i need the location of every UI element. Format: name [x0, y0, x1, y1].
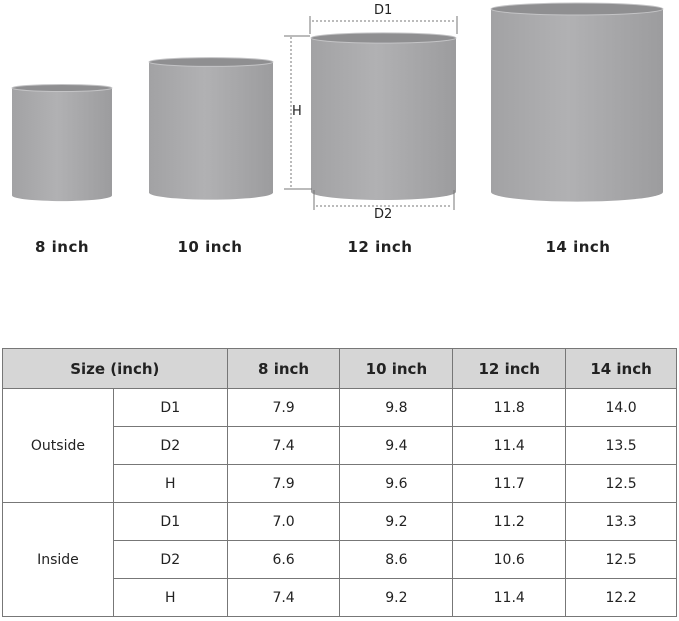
value-cell: 7.4 — [226, 578, 341, 617]
pot-illustrations — [11, 2, 664, 210]
value-cell: 7.4 — [226, 426, 341, 465]
d2-label: D2 — [374, 207, 393, 222]
pot-rim — [490, 2, 664, 16]
dimension-cell: H — [112, 464, 228, 503]
value-cell: 9.4 — [339, 426, 454, 465]
size-table: Size (inch) 8 inch 10 inch 12 inch 14 in… — [2, 348, 677, 617]
value-cell: 11.4 — [452, 426, 567, 465]
pot-body — [491, 9, 663, 202]
value-cell: 14.0 — [565, 388, 677, 427]
header-size: Size (inch) — [2, 348, 228, 389]
value-cell: 13.5 — [565, 426, 677, 465]
value-cell: 10.6 — [452, 540, 567, 579]
pot-rim — [148, 57, 274, 67]
value-cell: 12.5 — [565, 464, 677, 503]
group-label: Inside — [2, 502, 114, 617]
dimension-cell: D2 — [112, 426, 228, 465]
dimension-cell: D1 — [112, 388, 228, 427]
pot-label-14: 14 inch — [545, 238, 611, 256]
header-col: 14 inch — [565, 348, 677, 389]
pot-rim — [11, 84, 113, 92]
value-cell: 12.5 — [565, 540, 677, 579]
group-label: Outside — [2, 388, 114, 503]
value-cell: 7.0 — [226, 502, 341, 541]
pot-rim — [310, 32, 457, 44]
value-cell: 7.9 — [226, 388, 341, 427]
value-cell: 12.2 — [565, 578, 677, 617]
value-cell: 7.9 — [226, 464, 341, 503]
table-row: H 7.4 9.2 11.4 12.2 — [3, 578, 677, 617]
pot-body — [12, 88, 112, 202]
header-col: 12 inch — [452, 348, 567, 389]
pot-body — [311, 38, 456, 201]
pot-label-10: 10 inch — [177, 238, 243, 256]
value-cell: 11.2 — [452, 502, 567, 541]
h-label: H — [292, 104, 302, 119]
value-cell: 11.4 — [452, 578, 567, 617]
header-col: 10 inch — [339, 348, 454, 389]
value-cell: 9.2 — [339, 578, 454, 617]
table-row: Outside D1 7.9 9.8 11.8 14.0 — [2, 388, 677, 503]
value-cell: 11.7 — [452, 464, 567, 503]
header-col: 8 inch — [226, 348, 341, 389]
pot-body — [149, 62, 273, 200]
pot-label-12: 12 inch — [347, 238, 413, 256]
dimension-cell: D1 — [112, 502, 228, 541]
table-row: H 7.9 9.6 11.7 12.5 — [3, 464, 677, 503]
value-cell: 11.8 — [452, 388, 567, 427]
pot-label-8: 8 inch — [34, 238, 90, 256]
table-row: D2 6.6 8.6 10.6 12.5 — [3, 540, 677, 579]
dimension-cell: H — [112, 578, 228, 617]
dimension-lines — [290, 20, 455, 207]
value-cell: 13.3 — [565, 502, 677, 541]
dimension-cell: D2 — [112, 540, 228, 579]
value-cell: 6.6 — [226, 540, 341, 579]
value-cell: 9.6 — [339, 464, 454, 503]
value-cell: 9.8 — [339, 388, 454, 427]
d1-label: D1 — [374, 3, 393, 18]
table-row: Inside D1 7.0 9.2 11.2 13.3 — [2, 502, 677, 617]
value-cell: 8.6 — [339, 540, 454, 579]
table-header-row: Size (inch) 8 inch 10 inch 12 inch 14 in… — [2, 348, 677, 389]
table-row: D2 7.4 9.4 11.4 13.5 — [3, 426, 677, 465]
value-cell: 9.2 — [339, 502, 454, 541]
